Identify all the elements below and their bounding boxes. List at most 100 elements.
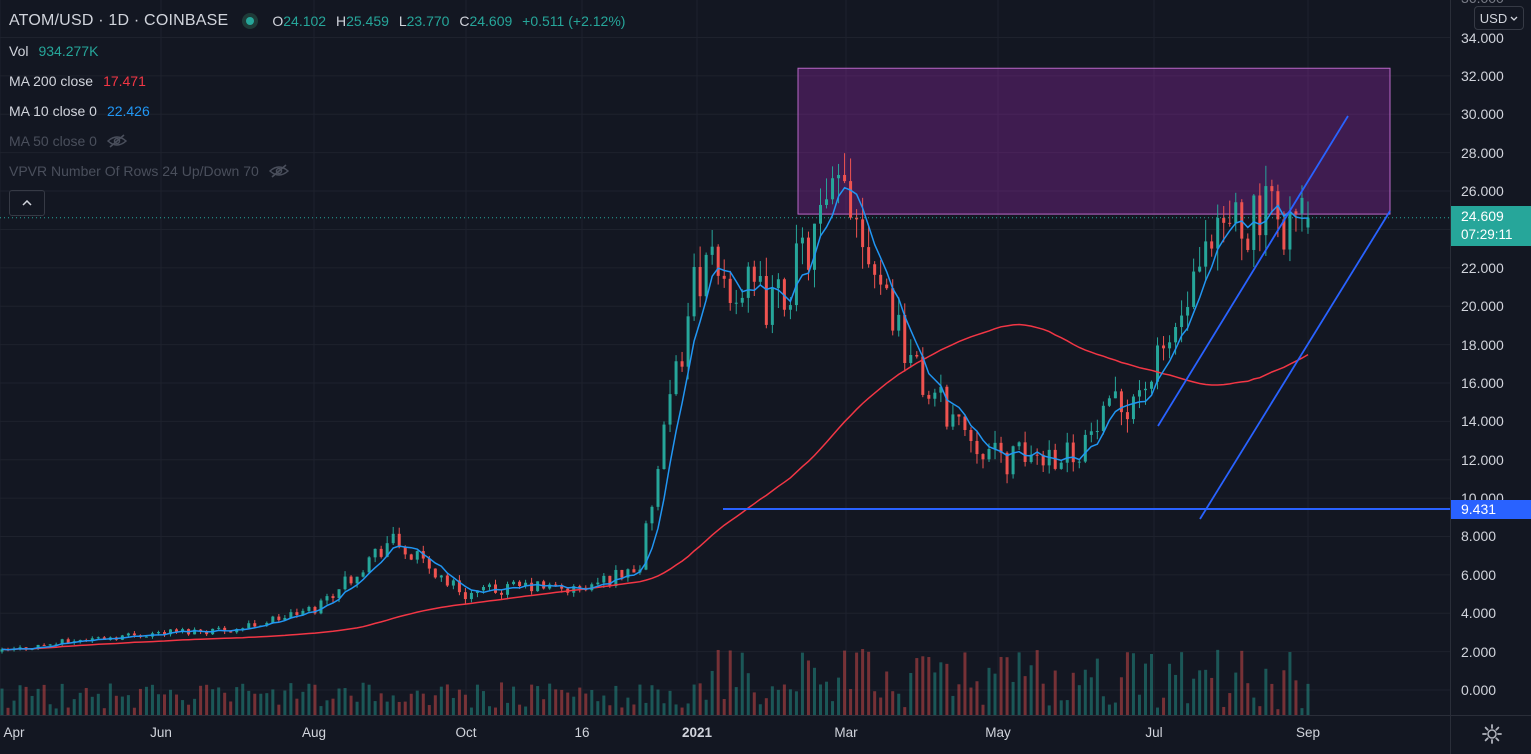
candle-body [78,639,82,642]
candle-body [355,576,359,584]
volume-bar [590,690,594,715]
candle-body [861,219,865,248]
legend-toggle-row [9,186,625,216]
volume-bar [1240,650,1244,715]
volume-bar [1270,683,1274,715]
volume-bar [698,683,702,715]
chevron-up-icon [22,200,32,206]
candle-body [590,584,594,591]
price-tick-label: 12.000 [1461,451,1504,468]
candle-body [144,636,148,638]
candle-body [295,612,299,615]
volume-bar [716,649,720,715]
volume-bar [283,690,287,715]
candle-body [981,454,985,460]
volume-bar [421,693,425,715]
candle-body [193,629,197,635]
volume-bar [475,684,479,715]
candle-body [361,572,365,577]
candle-body [500,592,504,595]
price-tick-label: 28.000 [1461,144,1504,161]
volume-bar [524,706,528,715]
candle-body [397,533,401,548]
candle-body [837,174,841,179]
price-tick-label: 14.000 [1461,413,1504,430]
collapse-legend-button[interactable] [9,190,45,216]
volume-bar [126,695,130,715]
volume-bar [999,656,1003,715]
vpvr-legend[interactable]: VPVR Number Of Rows 24 Up/Down 70 [9,156,625,186]
candle-body [1137,390,1141,397]
hidden-eye-icon[interactable] [268,164,289,178]
candle-body [1035,454,1039,456]
ma200-legend[interactable]: MA 200 close 17.471 [9,66,625,96]
candle-body [241,628,245,630]
volume-bar [277,704,281,715]
price-tick-label: 30.000 [1461,106,1504,123]
candle-body [1023,442,1027,462]
volume-bar [1083,669,1087,715]
candle-body [60,639,64,645]
candle-body [825,199,829,205]
volume-bar [313,684,317,715]
volume-bar [1174,674,1178,715]
volume-bar [500,682,504,715]
candle-body [331,596,335,599]
volume-bar [78,692,82,715]
candle-body [554,584,558,586]
volume-bar [156,694,160,715]
volume-bar [542,699,546,715]
candle-body [223,627,227,632]
volume-bar [169,689,173,715]
candle-body [1216,217,1220,249]
volume-bar [1150,653,1154,715]
candle-body [614,569,618,587]
volume-bar [1192,678,1196,715]
hidden-eye-icon[interactable] [106,134,127,148]
candle-body [319,600,323,614]
candle-body [156,632,160,634]
candle-body [1041,454,1045,466]
candle-body [560,585,564,589]
candle-body [752,266,756,282]
candle-body [608,575,612,587]
volume-bar [96,693,100,715]
ma50-label: MA 50 close 0 [9,133,97,149]
candle-body [704,254,708,297]
volume-bar [770,686,774,715]
price-chart[interactable] [0,0,1450,715]
price-scale[interactable]: 36.00034.00032.00030.00028.00026.00024.0… [1450,0,1531,715]
ma200-value: 17.471 [103,73,146,89]
candle-body [975,440,979,455]
volume-bar [1053,670,1057,715]
volume-bar [162,694,166,715]
gear-icon[interactable] [1481,723,1503,745]
ma50-legend[interactable]: MA 50 close 0 [9,126,625,156]
volume-legend[interactable]: Vol 934.277K [9,36,625,66]
volume-bar [211,689,215,715]
candle-body [1131,396,1135,420]
candle-body [253,623,257,627]
volume-bar [596,701,600,715]
volume-bar [722,698,726,715]
volume-bar [60,683,64,715]
ma10-legend[interactable]: MA 10 close 0 22.426 [9,96,625,126]
candle-body [927,394,931,399]
candle-body [289,612,293,618]
currency-selector[interactable]: USD [1474,6,1524,30]
candle-body [1174,327,1178,343]
candle-body [512,581,516,585]
volume-bar [1137,694,1141,715]
symbol-row: ATOM/USD · 1D · COINBASE O24.102 H25.459… [9,6,625,36]
market-status-icon[interactable] [242,13,259,29]
volume-bar [247,690,251,715]
volume-bar [235,687,239,715]
volume-bar [782,684,786,715]
time-scale[interactable]: Apr Jun Aug Oct 16 2021 Mar May Jul Sep [0,715,1450,754]
volume-bar [114,695,118,715]
chart-pane[interactable]: ATOM/USD · 1D · COINBASE O24.102 H25.459… [0,0,1450,715]
volume-bar [788,689,792,715]
candle-body [921,356,925,395]
candle-body [1264,186,1268,236]
symbol-title[interactable]: ATOM/USD · 1D · COINBASE [9,12,229,29]
